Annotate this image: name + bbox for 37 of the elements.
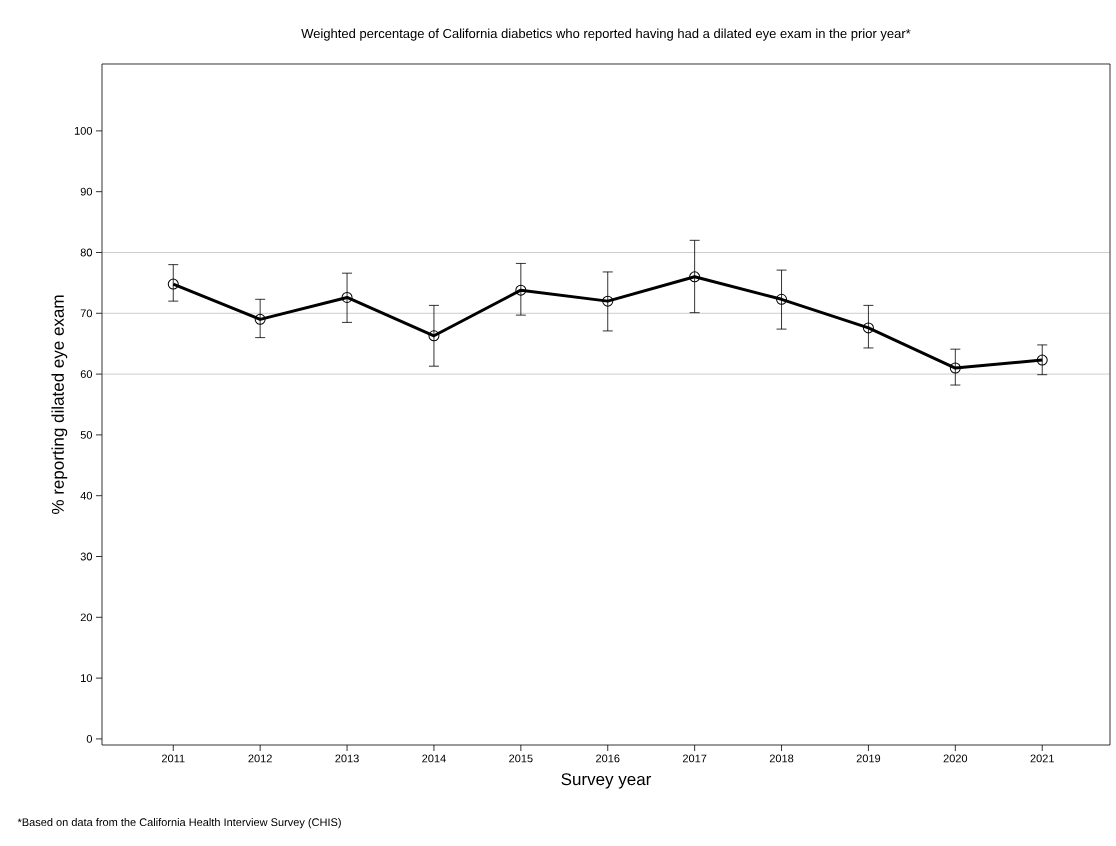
x-tick-label: 2015 <box>509 754 533 763</box>
y-tick-label: 40 <box>80 491 93 500</box>
x-tick-label: 2011 <box>161 754 185 763</box>
text: *Based on data from the California Health Interview Survey (CHIS) <box>17 818 341 829</box>
point <box>602 295 614 307</box>
y-tick-label: 90 <box>80 187 93 196</box>
x-tick-label: 2013 <box>335 754 359 763</box>
x-tick-label: 2014 <box>422 754 446 763</box>
y-tick-label: 0 <box>86 735 93 743</box>
x-tick-label: 2016 <box>596 754 620 763</box>
x-tick-label: 2018 <box>769 754 794 763</box>
point <box>776 293 788 305</box>
point <box>428 330 440 342</box>
x-axis-title: Survey year <box>561 773 652 789</box>
x-tick-label: 2021 <box>1030 754 1054 763</box>
point <box>254 313 266 325</box>
point <box>1036 354 1048 366</box>
x-tick-label: 2019 <box>856 754 881 763</box>
x-tick-label: 2020 <box>943 754 968 763</box>
y-tick-label: 60 <box>80 370 93 378</box>
point <box>167 278 179 290</box>
point <box>515 284 527 296</box>
y-tick-label: 50 <box>80 431 93 439</box>
point <box>689 271 701 283</box>
point <box>949 362 961 374</box>
chart-title: Weighted percentage of California diabetics who reported having had a dilated eye exam in the prior year* <box>301 28 911 41</box>
y-tick-label: 10 <box>81 674 93 683</box>
point <box>341 291 353 303</box>
x-tick-label: 2017 <box>682 754 707 763</box>
y-tick-label: 70 <box>80 309 93 318</box>
x-tick-label: 2012 <box>248 754 272 763</box>
y-tick-label: 80 <box>80 248 93 257</box>
point <box>862 322 874 334</box>
y-tick-label: 20 <box>80 613 93 622</box>
y-tick-label: 30 <box>80 552 93 561</box>
y-axis-title: % reporting dilated eye exam <box>51 295 68 514</box>
y-tick-label: 100 <box>74 126 93 135</box>
